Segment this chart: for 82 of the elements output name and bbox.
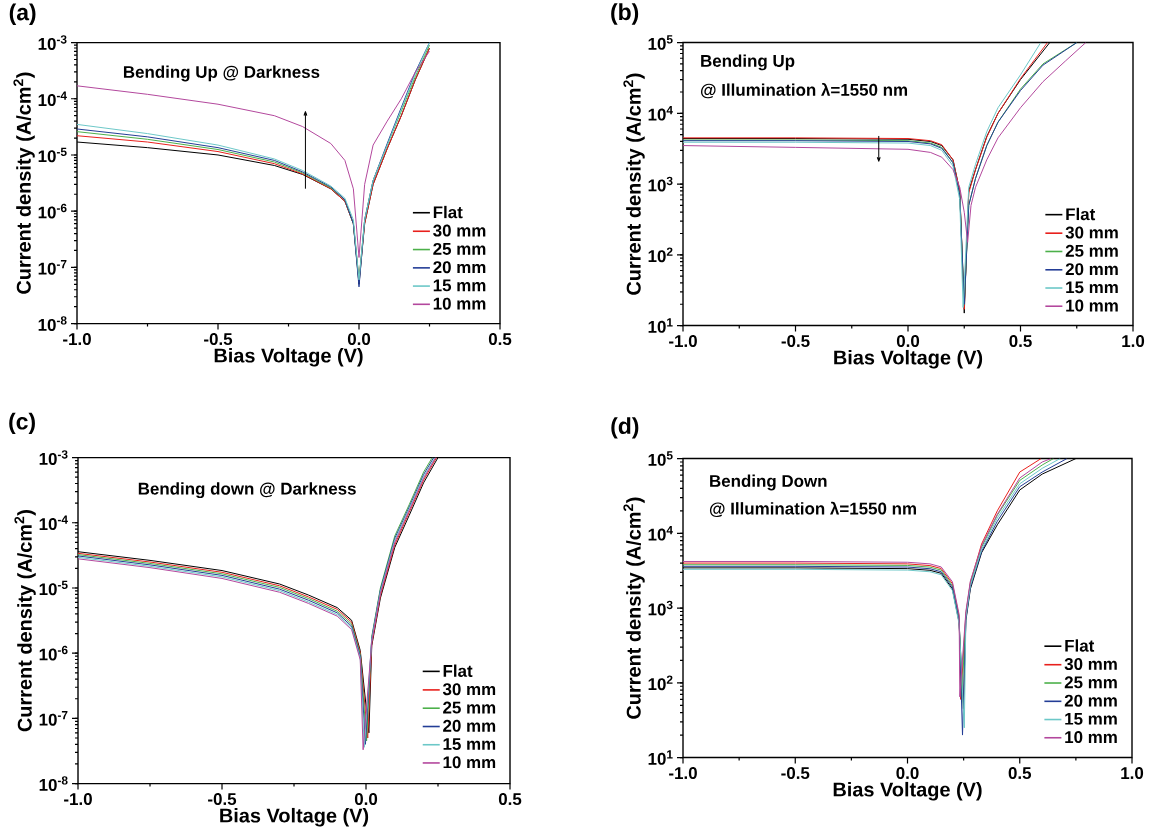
y-tick-label: 10$^{-4}$ xyxy=(38,91,67,107)
legend-label: 15 mm xyxy=(1065,713,1117,725)
y-tick-label: 10$^{-6}$ xyxy=(38,203,67,219)
x-tick-label: 0.0 xyxy=(896,767,919,780)
legend-label: Flat xyxy=(1066,207,1096,221)
x-tick-label: 0.5 xyxy=(1008,767,1032,780)
x-tick-label: -0.5 xyxy=(204,333,233,346)
y-axis-title: Current density (A/cm$^{2}$) xyxy=(14,510,36,732)
x-tick-label: -0.5 xyxy=(208,793,237,806)
legend-label: 10 mm xyxy=(433,297,486,310)
y-tick-label: 10$^{2}$ xyxy=(648,247,673,263)
x-tick-label: -0.5 xyxy=(781,335,810,348)
y-axis-title: Current density (A/cm$^{2}$) xyxy=(623,497,645,719)
legend-label: 30 mm xyxy=(442,683,496,696)
y-tick-label: 10$^{1}$ xyxy=(648,750,673,765)
x-tick-label: 1.0 xyxy=(1121,767,1144,780)
legend-label: 15 mm xyxy=(443,738,496,751)
x-tick-label: 0.5 xyxy=(488,333,512,346)
legend-label: 15 mm xyxy=(1066,281,1118,294)
legend-label: 20 mm xyxy=(443,719,496,732)
legend-label: 10 mm xyxy=(443,756,496,769)
x-tick-label: 0.5 xyxy=(1009,335,1032,348)
legend-label: 30 mm xyxy=(433,224,486,237)
y-tick-label: 10$^{-5}$ xyxy=(38,147,67,163)
legend-label: Flat xyxy=(443,664,473,677)
y-tick-label: 10$^{2}$ xyxy=(648,675,673,691)
x-tick-label: 0.0 xyxy=(347,333,371,346)
x-tick-label: 0.0 xyxy=(354,793,378,806)
x-tick-label: -0.5 xyxy=(781,767,810,780)
legend-label: 10 mm xyxy=(1065,731,1117,744)
y-tick-label: 10$^{3}$ xyxy=(648,600,673,616)
chart-title: (b) xyxy=(611,3,639,25)
y-tick-label: 10$^{-4}$ xyxy=(39,515,68,531)
legend-label: 15 mm xyxy=(433,279,486,292)
annotation: Bending Up xyxy=(701,54,795,71)
y-tick-label: 10$^{5}$ xyxy=(648,451,673,466)
y-tick-label: 10$^{-7}$ xyxy=(39,711,68,726)
y-tick-label: 10$^{-5}$ xyxy=(39,580,68,596)
annotation: Bending Up @ Darkness xyxy=(123,65,320,82)
y-axis-title: Current density (A/cm$^{2}$) xyxy=(623,73,645,295)
annotation: Bending down @ Darkness xyxy=(138,482,356,499)
y-tick-label: 10$^{-7}$ xyxy=(38,260,67,275)
x-tick-label: -1.0 xyxy=(63,333,91,346)
legend-label: 25 mm xyxy=(1065,244,1118,257)
legend-label: 20 mm xyxy=(1064,694,1117,707)
y-tick-label: 10$^{-8}$ xyxy=(39,776,68,791)
annotation: Bending Down xyxy=(710,474,827,491)
annotation: @ Illumination λ=1550 nm xyxy=(700,83,908,99)
legend-label: 10 mm xyxy=(1066,299,1118,312)
y-tick-label: 10$^{-3}$ xyxy=(38,35,67,50)
x-tick-label: -1.0 xyxy=(64,793,92,806)
chart-title: (d) xyxy=(611,417,639,439)
y-tick-label: 10$^{-8}$ xyxy=(38,316,67,331)
legend-label: 25 mm xyxy=(443,701,496,714)
x-axis-title: Bias Voltage (V) xyxy=(834,349,983,369)
legend-label: 30 mm xyxy=(1064,658,1117,671)
legend-label: 25 mm xyxy=(433,242,486,255)
x-tick-label: 0.5 xyxy=(498,793,522,806)
annotation: @ Illumination λ=1550 nm xyxy=(709,501,916,518)
x-tick-label: 0.0 xyxy=(896,335,920,348)
chart-title: (c) xyxy=(9,412,35,435)
x-tick-label: -1.0 xyxy=(669,767,697,780)
x-tick-label: -1.0 xyxy=(669,335,697,348)
legend-label: 20 mm xyxy=(1065,263,1118,276)
legend-label: 20 mm xyxy=(433,261,486,274)
y-tick-label: 10$^{3}$ xyxy=(648,176,673,192)
y-tick-label: 10$^{4}$ xyxy=(648,106,673,121)
y-tick-label: 10$^{5}$ xyxy=(648,35,673,50)
y-axis-title: Current density (A/cm$^{2}$) xyxy=(13,72,35,294)
legend-label: 25 mm xyxy=(1064,676,1117,689)
legend-label: Flat xyxy=(433,205,463,219)
legend-label: Flat xyxy=(1065,639,1095,652)
x-axis-title: Bias Voltage (V) xyxy=(833,781,982,801)
y-tick-label: 10$^{-3}$ xyxy=(39,450,68,465)
y-tick-label: 10$^{4}$ xyxy=(648,526,673,541)
y-tick-label: 10$^{1}$ xyxy=(648,318,673,333)
x-tick-label: 1.0 xyxy=(1122,335,1145,348)
y-tick-label: 10$^{-6}$ xyxy=(39,645,68,661)
chart-title: (a) xyxy=(9,3,36,25)
x-axis-title: Bias Voltage (V) xyxy=(214,347,363,367)
legend-label: 30 mm xyxy=(1065,226,1118,239)
x-axis-title: Bias Voltage (V) xyxy=(220,807,369,827)
